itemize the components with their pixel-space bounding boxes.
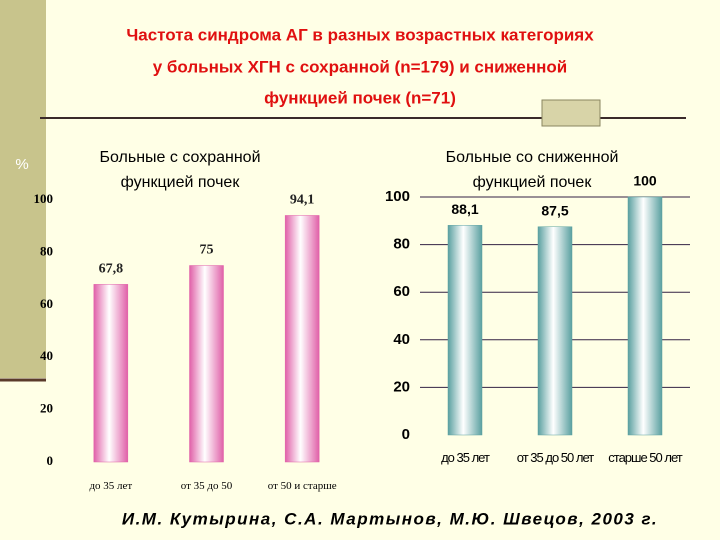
x-tick-box: от 35 до 50 лет	[516, 450, 594, 465]
chart-title: Больные со сниженной	[446, 149, 619, 166]
y-tick-label: 40	[393, 331, 410, 348]
x-tick-label: от 50 и старше	[267, 480, 337, 492]
decor-box	[541, 99, 601, 127]
slide-title: функцией почек (n=71)	[264, 88, 456, 107]
x-tick-box: до 35 лет	[89, 480, 133, 492]
x-tick-label: старше 50 лет	[608, 450, 682, 465]
slide-title: у больных ХГН с сохранной (n=179) и сниж…	[153, 57, 568, 76]
y-tick-label: 80	[393, 236, 410, 253]
x-tick-box: до 35 лет	[441, 450, 490, 465]
chart-title: Больные с сохранной	[99, 149, 260, 166]
y-tick-label: 40	[40, 348, 53, 363]
value-label: 88,1	[451, 201, 478, 217]
y-tick-label: 80	[40, 243, 53, 258]
bar	[189, 265, 224, 463]
value-label: 75	[200, 243, 214, 258]
footer: И.М. Кутырина, С.А. Мартынов, М.Ю. Швецо…	[122, 509, 658, 528]
x-tick-label: от 35 до 50 лет	[516, 450, 594, 465]
value-label: 94,1	[290, 193, 315, 208]
chart-title: функцией почек	[473, 174, 593, 191]
y-tick-label: 100	[34, 191, 54, 206]
value-label: 100	[633, 173, 657, 189]
y-tick-label: 100	[385, 188, 410, 205]
y-axis-label: %	[15, 156, 28, 173]
y-tick-label: 20	[40, 401, 53, 416]
bar	[93, 284, 129, 463]
bar	[284, 215, 320, 463]
y-tick-label: 0	[47, 453, 54, 468]
bar	[537, 226, 573, 436]
bar	[627, 196, 663, 436]
value-label: 67,8	[99, 262, 124, 277]
y-tick-label: 60	[40, 296, 53, 311]
x-tick-box: от 50 и старше	[267, 480, 337, 492]
x-tick-label: до 35 лет	[89, 480, 133, 492]
chart-title: функцией почек	[121, 174, 241, 191]
side-band	[0, 0, 46, 378]
bar	[447, 225, 483, 436]
x-tick-label: до 35 лет	[441, 450, 490, 465]
x-tick-box: старше 50 лет	[608, 450, 682, 465]
y-tick-label: 60	[393, 283, 410, 300]
value-label: 87,5	[541, 202, 568, 218]
slide-title: Частота синдрома АГ в разных возрастных …	[126, 25, 594, 44]
x-tick-label: от 35 до 50	[180, 480, 233, 492]
y-tick-label: 0	[402, 426, 410, 443]
x-tick-box: от 35 до 50	[180, 480, 233, 492]
y-tick-label: 20	[393, 378, 410, 395]
